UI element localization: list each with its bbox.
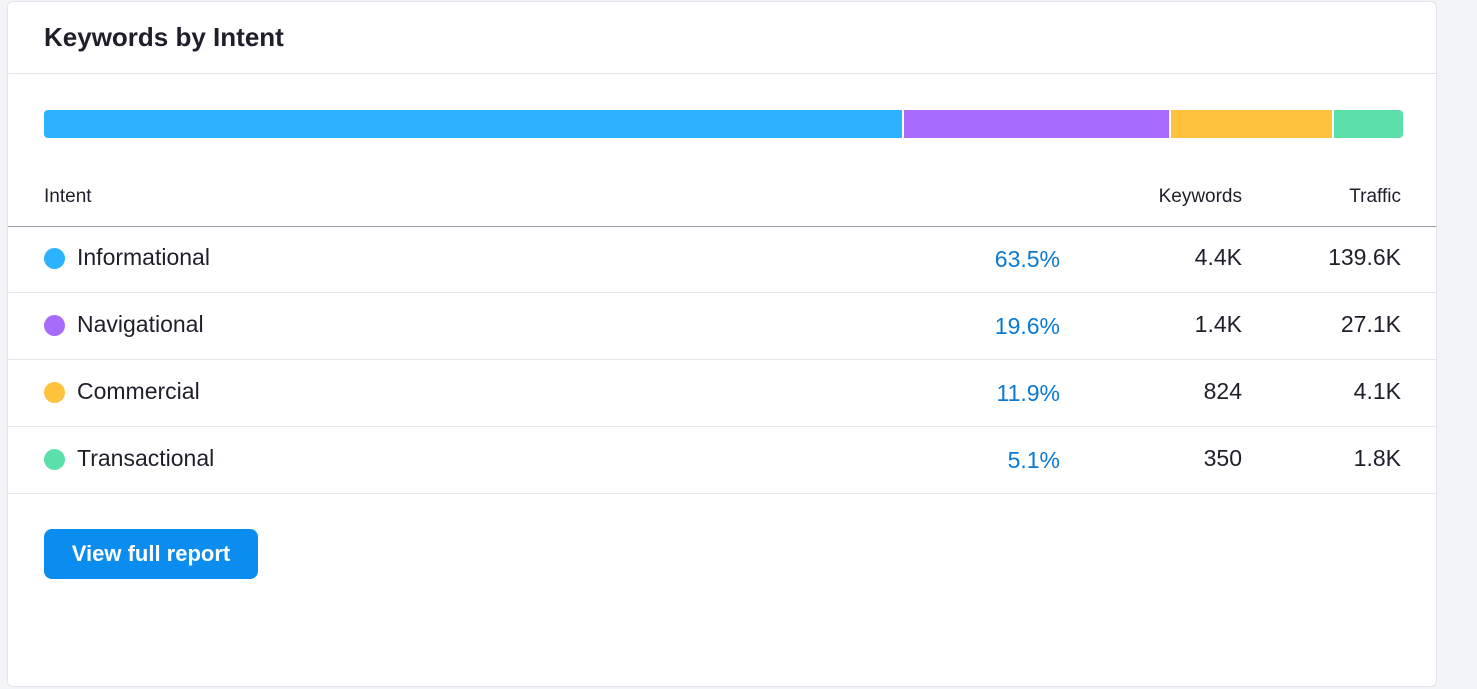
intent-name: Navigational bbox=[77, 311, 204, 337]
card: Keywords by Intent Intent Keywords Traff… bbox=[7, 1, 1437, 687]
intent-name: Informational bbox=[77, 244, 210, 270]
intent-share: 63.5% bbox=[994, 246, 1060, 272]
bar-segment bbox=[1334, 110, 1403, 138]
traffic-value: 139.6K bbox=[1328, 244, 1401, 270]
table-body: Informational 63.5% 4.4K 139.6K Navigational… bbox=[8, 226, 1436, 494]
keyword-count: 4.4K bbox=[1194, 244, 1242, 270]
view-report-button[interactable]: View full report bbox=[44, 529, 258, 579]
intent-name: Commercial bbox=[77, 378, 200, 404]
traffic-value: 4.1K bbox=[1353, 378, 1401, 404]
table-row[interactable]: Navigational 19.6% 1.4K 27.1K bbox=[8, 293, 1436, 360]
intent-share: 5.1% bbox=[1007, 447, 1060, 473]
column-header: Keywords bbox=[1158, 186, 1242, 207]
keyword-count: 824 bbox=[1203, 378, 1242, 404]
column-header: Intent bbox=[44, 186, 92, 207]
intent-share: 19.6% bbox=[994, 313, 1060, 339]
bar-segment bbox=[1171, 110, 1333, 138]
table-row[interactable]: Transactional 5.1% 350 1.8K bbox=[8, 427, 1436, 494]
column-header: Traffic bbox=[1349, 186, 1401, 207]
divider bbox=[8, 73, 1436, 74]
card-title: Keywords by Intent bbox=[44, 22, 284, 52]
table-row[interactable]: Informational 63.5% 4.4K 139.6K bbox=[8, 226, 1436, 293]
intent-share: 11.9% bbox=[996, 380, 1060, 406]
bar-segment bbox=[904, 110, 1170, 138]
intent-dot bbox=[44, 315, 65, 336]
keyword-count: 1.4K bbox=[1194, 311, 1242, 337]
intent-dot bbox=[44, 449, 65, 470]
traffic-value: 27.1K bbox=[1340, 311, 1401, 337]
traffic-value: 1.8K bbox=[1353, 445, 1401, 471]
table-header: Intent Keywords Traffic bbox=[8, 180, 1436, 227]
table-row[interactable]: Commercial 11.9% 824 4.1K bbox=[8, 360, 1436, 427]
bar-segment bbox=[44, 110, 903, 138]
intent-name: Transactional bbox=[77, 445, 215, 471]
intent-dot bbox=[44, 248, 65, 269]
intent-dot bbox=[44, 382, 65, 403]
keyword-count: 350 bbox=[1203, 445, 1242, 471]
intent-bar bbox=[44, 110, 1403, 138]
